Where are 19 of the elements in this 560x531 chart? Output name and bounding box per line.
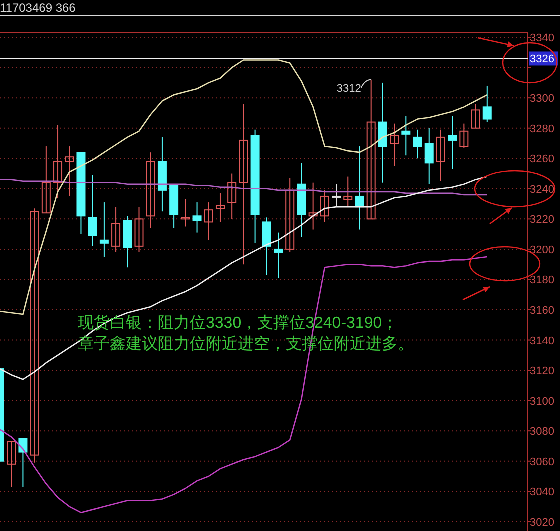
y-tick-label: 3140 (530, 335, 554, 348)
y-tick-label: 3080 (530, 426, 554, 438)
y-tick-label: 3260 (530, 154, 554, 166)
ref-line-label: 3326 (530, 54, 554, 66)
y-tick-label: 3020 (530, 516, 554, 529)
y-tick-label: 3060 (530, 456, 554, 468)
y-tick-label: 3220 (530, 214, 554, 226)
text: 11703469 366 (0, 1, 76, 15)
y-tick-label: 3160 (530, 305, 554, 318)
y-tick-label: 3100 (530, 396, 554, 408)
y-tick-label: 3180 (530, 274, 554, 287)
y-tick-label: 3280 (530, 123, 554, 136)
y-tick-label: 3340 (530, 32, 554, 45)
annotation: 3312 (336, 82, 362, 95)
y-tick-label: 3300 (530, 93, 554, 106)
y-tick-label: 3040 (530, 486, 554, 499)
y-tick-label: 3120 (530, 366, 554, 378)
y-tick-label: 3240 (530, 184, 554, 196)
y-tick-label: 3200 (530, 244, 554, 256)
